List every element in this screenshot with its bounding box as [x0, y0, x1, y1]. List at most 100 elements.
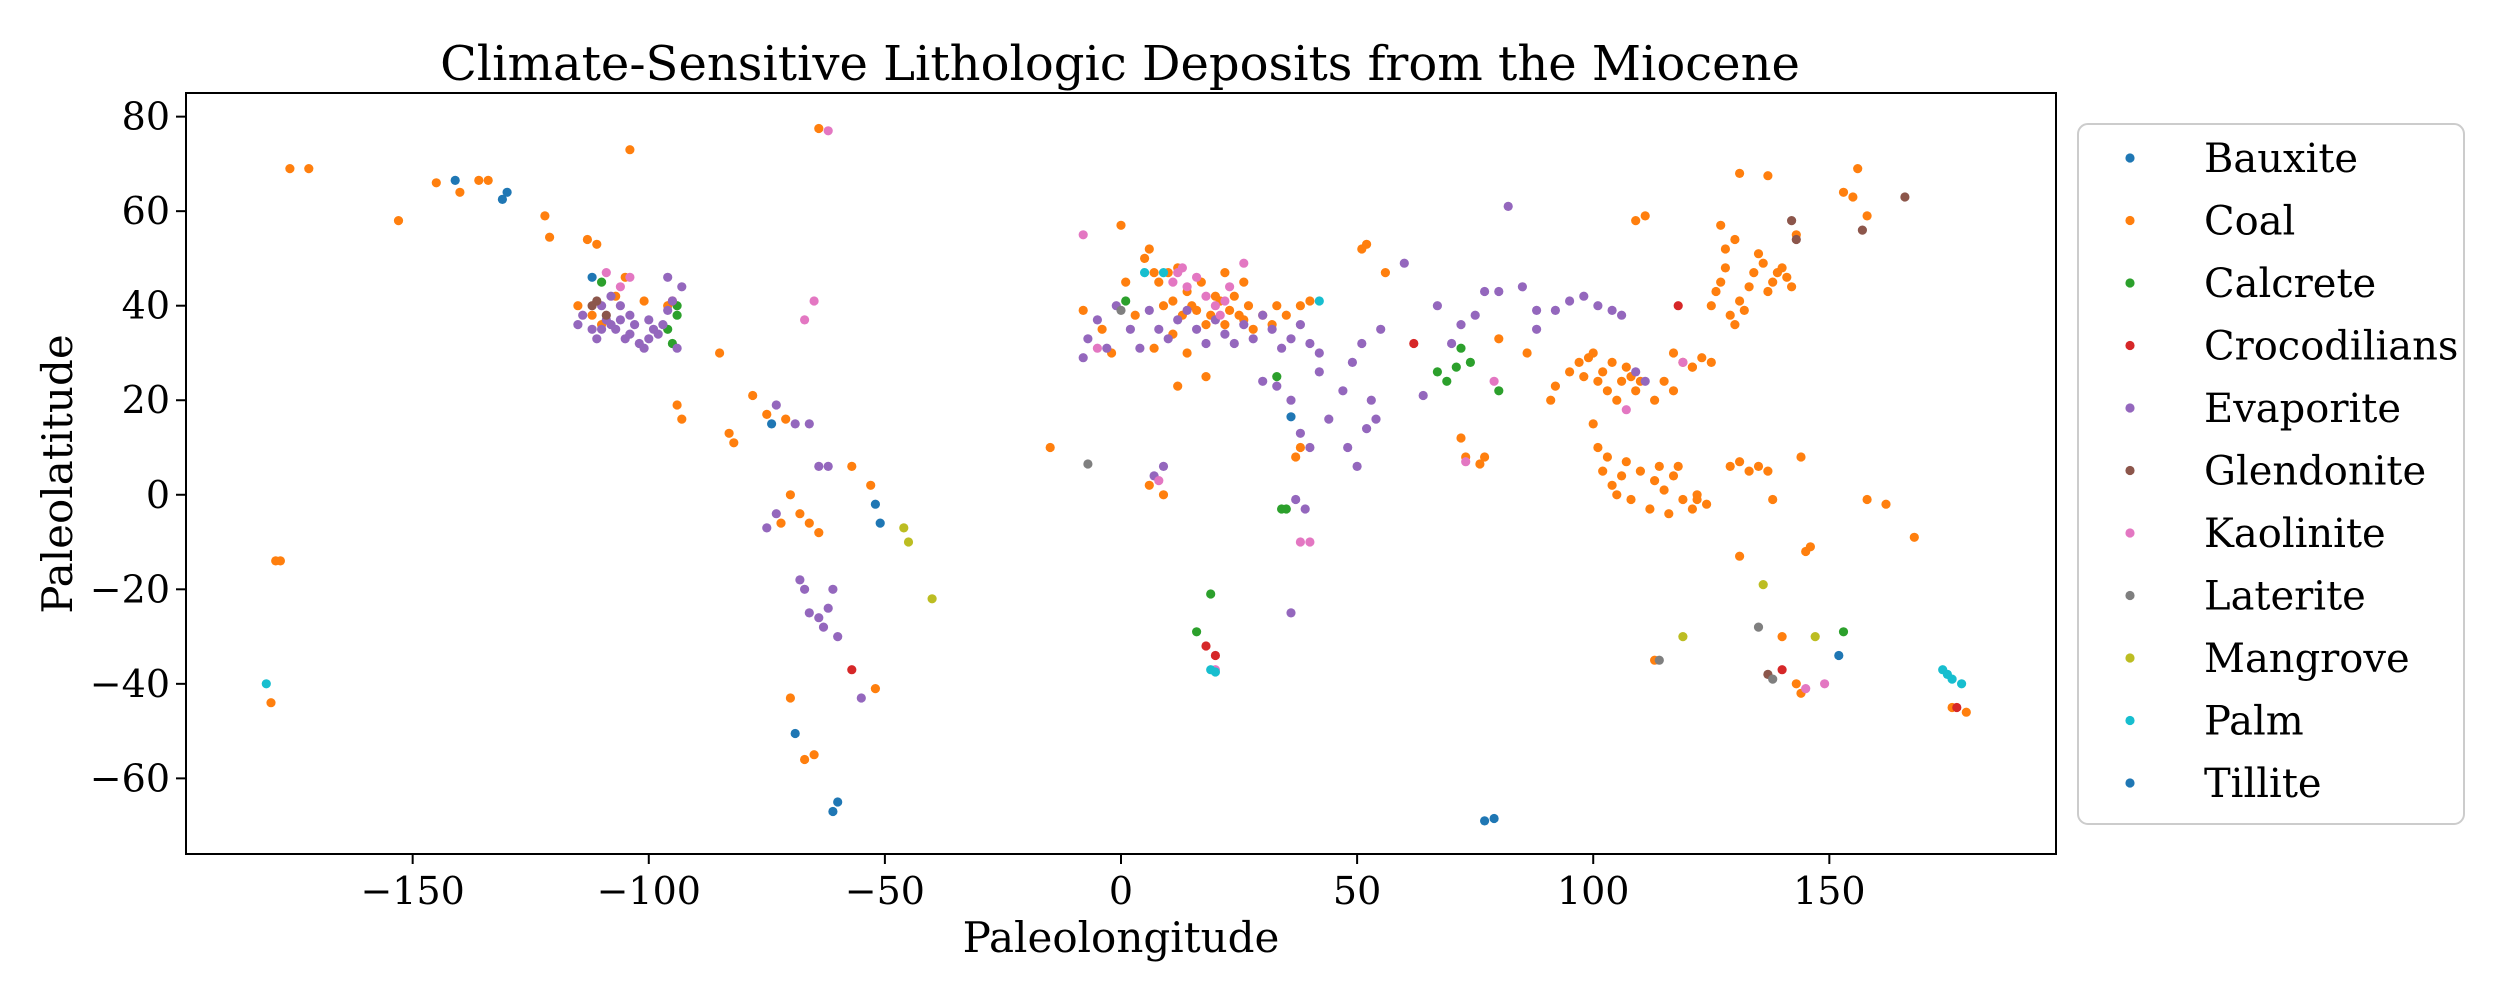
point-coal-149: [1735, 296, 1745, 306]
point-coal-154: [1758, 258, 1768, 268]
point-coal-22: [672, 400, 682, 410]
point-coal-183: [1862, 211, 1872, 221]
point-calcrete-15: [1465, 357, 1475, 367]
point-coal-26: [729, 438, 739, 448]
plot-points: [261, 123, 1971, 826]
point-kaolinite-21: [1305, 537, 1315, 547]
point-kaolinite-16: [1215, 310, 1225, 320]
point-evaporite-35: [804, 608, 814, 618]
point-coal-37: [809, 750, 819, 760]
point-evaporite-108: [1532, 324, 1542, 334]
point-evaporite-29: [762, 523, 772, 533]
point-coal-66: [1220, 320, 1230, 330]
point-coal-47: [1121, 277, 1131, 287]
point-coal-125: [1635, 466, 1645, 476]
point-evaporite-73: [1295, 428, 1305, 438]
point-coal-124: [1626, 494, 1636, 505]
point-evaporite-47: [1102, 343, 1112, 353]
point-coal-23: [677, 414, 687, 424]
point-evaporite-46: [1092, 315, 1102, 325]
point-evaporite-68: [1305, 338, 1315, 349]
point-coal-76: [1281, 310, 1291, 320]
point-mangrove-2: [927, 594, 937, 604]
point-palm-2: [1158, 268, 1169, 278]
point-coal-35: [785, 693, 796, 703]
point-coal-142: [1697, 353, 1707, 363]
x-tick-label: 50: [1333, 869, 1381, 913]
point-coal-13: [592, 239, 602, 249]
point-coal-185: [1881, 499, 1891, 509]
point-evaporite-64: [1267, 324, 1277, 334]
point-evaporite-28: [771, 509, 781, 519]
point-coal-147: [1725, 310, 1735, 320]
point-kaolinite-14: [1201, 291, 1211, 301]
point-coal-71: [1243, 301, 1254, 311]
point-evaporite-106: [1631, 367, 1641, 377]
point-coal-46: [1116, 220, 1126, 230]
point-glendonite-2: [601, 310, 611, 320]
point-evaporite-105: [1617, 310, 1627, 320]
point-kaolinite-7: [1092, 343, 1102, 353]
point-coal-87: [1295, 442, 1305, 453]
point-evaporite-42: [823, 461, 833, 471]
point-bauxite-11: [1834, 650, 1844, 661]
point-evaporite-39: [828, 584, 838, 594]
point-kaolinite-19: [1239, 258, 1249, 268]
point-coal-86: [1291, 452, 1301, 462]
point-crocodilians-7: [1952, 702, 1962, 713]
point-evaporite-61: [1239, 320, 1249, 330]
point-evaporite-82: [1352, 461, 1362, 471]
point-coal-8: [474, 175, 484, 185]
point-coal-28: [762, 409, 772, 419]
legend-marker-crocodilians: [2125, 340, 2135, 351]
x-tick-label: −150: [360, 869, 464, 913]
point-bauxite-7: [833, 797, 843, 807]
point-coal-118: [1598, 466, 1608, 476]
point-coal-108: [1602, 386, 1612, 396]
point-kaolinite-1: [615, 282, 626, 292]
point-coal-15: [587, 310, 597, 320]
point-coal-43: [1078, 305, 1088, 315]
point-evaporite-84: [1366, 395, 1376, 405]
point-evaporite-36: [814, 613, 824, 623]
point-coal-148: [1730, 320, 1740, 330]
point-kaolinite-2: [625, 272, 635, 282]
point-evaporite-81: [1343, 442, 1353, 453]
point-kaolinite-11: [1177, 263, 1187, 273]
point-evaporite-2: [587, 324, 597, 334]
point-coal-1: [304, 164, 314, 174]
point-coal-0: [285, 164, 295, 174]
point-coal-32: [804, 518, 814, 528]
point-palm-4: [1210, 667, 1220, 677]
point-evaporite-97: [1503, 201, 1513, 211]
point-palm-8: [1947, 674, 1957, 684]
point-evaporite-71: [1272, 381, 1282, 391]
x-tick-label: 100: [1557, 869, 1630, 913]
point-evaporite-67: [1295, 320, 1305, 330]
point-coal-38: [814, 123, 824, 134]
point-evaporite-79: [1324, 414, 1334, 424]
legend-marker-calcrete: [2125, 278, 2135, 288]
point-coal-132: [1673, 461, 1683, 471]
point-evaporite-78: [1314, 367, 1324, 377]
point-coal-162: [1716, 220, 1726, 230]
legend-label-tillite: Tillite: [2204, 761, 2322, 807]
point-coal-137: [1650, 395, 1660, 405]
point-coal-79: [1173, 381, 1183, 391]
point-coal-168: [1735, 457, 1745, 467]
point-evaporite-24: [653, 329, 663, 339]
point-evaporite-62: [1248, 334, 1258, 344]
plot-area-frame: [185, 92, 2057, 855]
point-coal-171: [1763, 466, 1773, 476]
point-mangrove-3: [1678, 632, 1688, 642]
point-coal-24: [715, 348, 725, 358]
point-coal-110: [1612, 395, 1622, 405]
point-coal-84: [1239, 277, 1249, 287]
point-coal-146: [1720, 263, 1730, 273]
legend-label-calcrete: Calcrete: [2204, 261, 2376, 307]
point-laterite-4: [1768, 674, 1778, 684]
x-tick-label: −50: [845, 869, 925, 913]
y-tick-label: 0: [146, 473, 170, 517]
point-evaporite-52: [1154, 324, 1164, 334]
legend-label-evaporite: Evaporite: [2204, 386, 2401, 432]
